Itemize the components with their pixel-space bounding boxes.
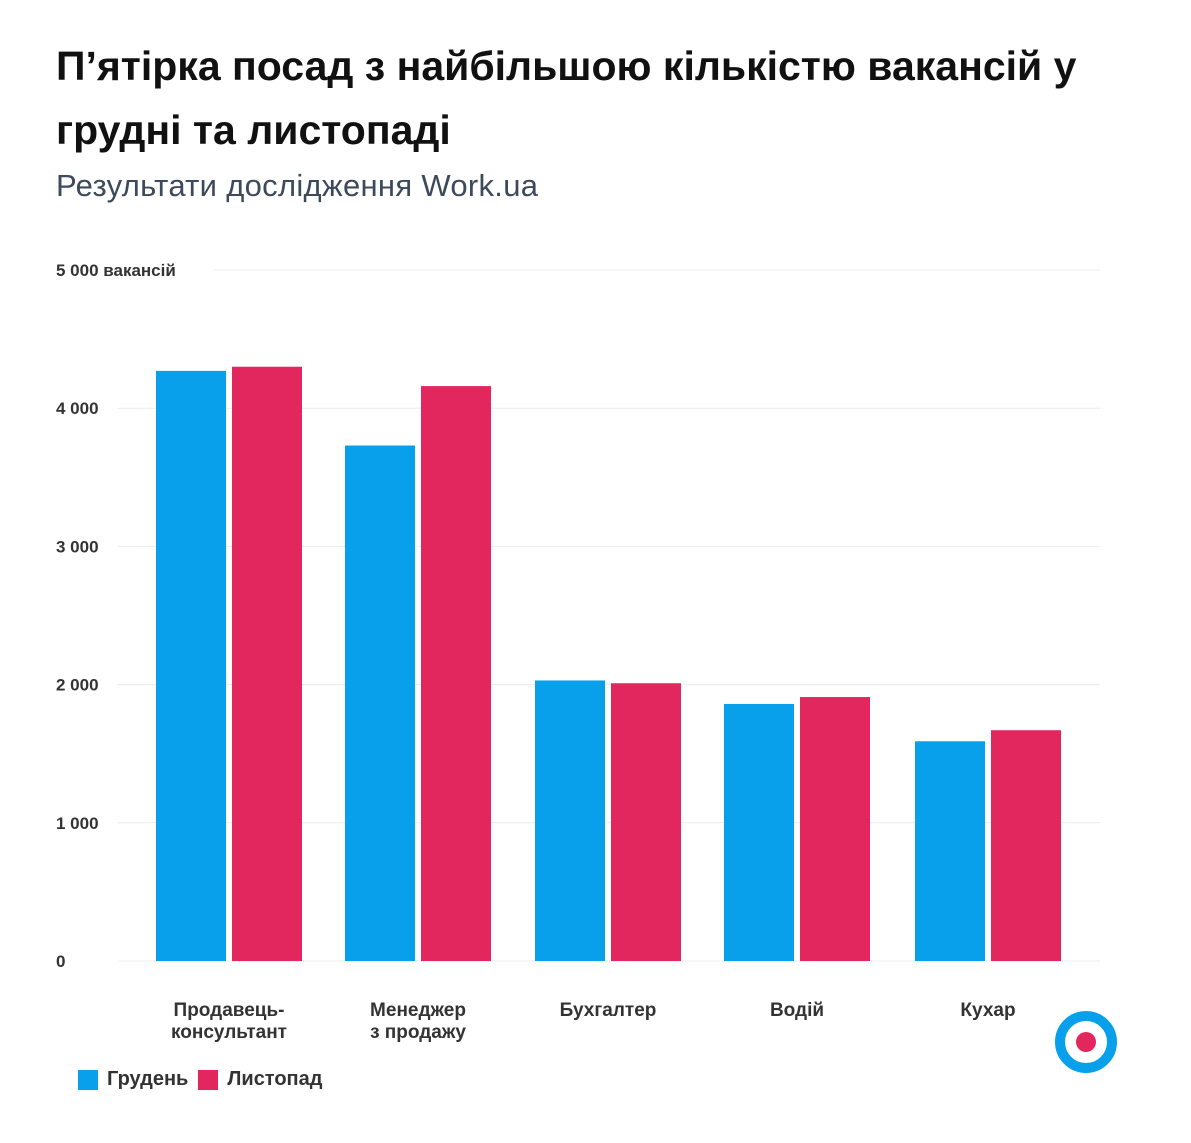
- category-label-0-0: Продавець-: [174, 1000, 285, 1021]
- chart-subtitle: Результати дослідження Work.ua: [56, 168, 539, 203]
- legend-swatch-november: [198, 1069, 219, 1090]
- category-label-3-0: Водій: [770, 1000, 824, 1021]
- target-logo-icon: [1055, 1011, 1117, 1073]
- y-tick-label-1: 1 000: [56, 814, 99, 833]
- y-tick-label-3: 3 000: [56, 537, 99, 556]
- bars: [156, 366, 1061, 961]
- legend-label-november: Листопад: [227, 1068, 323, 1090]
- category-label-0-1: консультант: [171, 1022, 287, 1043]
- bar-2-december: [535, 680, 605, 961]
- legend: Грудень Листопад: [78, 1068, 332, 1091]
- bar-1-december: [345, 445, 415, 961]
- category-label-1-1: з продажу: [370, 1022, 466, 1043]
- legend-item-november: Листопад: [198, 1068, 322, 1091]
- legend-label-december: Грудень: [107, 1068, 189, 1090]
- bar-4-november: [991, 730, 1061, 961]
- category-label-4-0: Кухар: [960, 1000, 1015, 1021]
- chart-title: П’ятірка посад з найбільшою кількістю ва…: [56, 43, 1077, 153]
- y-tick-label-5: 5 000 вакансій: [56, 261, 176, 280]
- bar-2-november: [611, 683, 681, 961]
- bar-1-november: [421, 386, 491, 961]
- category-label-1-0: Менеджер: [370, 1000, 466, 1021]
- category-label-2-0: Бухгалтер: [560, 1000, 657, 1021]
- legend-item-december: Грудень: [78, 1068, 188, 1091]
- bar-4-december: [915, 741, 985, 961]
- legend-swatch-december: [78, 1069, 98, 1090]
- bar-0-december: [156, 370, 226, 961]
- y-tick-label-4: 4 000: [56, 399, 99, 418]
- bar-0-november: [232, 366, 302, 961]
- bar-3-november: [800, 697, 870, 961]
- bar-3-december: [724, 703, 794, 961]
- y-tick-label-0: 0: [56, 952, 65, 971]
- y-axis-ticks: 0 1 000 2 000 3 000 4 000 5 000 вакансій: [56, 261, 176, 971]
- y-tick-label-2: 2 000: [56, 676, 99, 695]
